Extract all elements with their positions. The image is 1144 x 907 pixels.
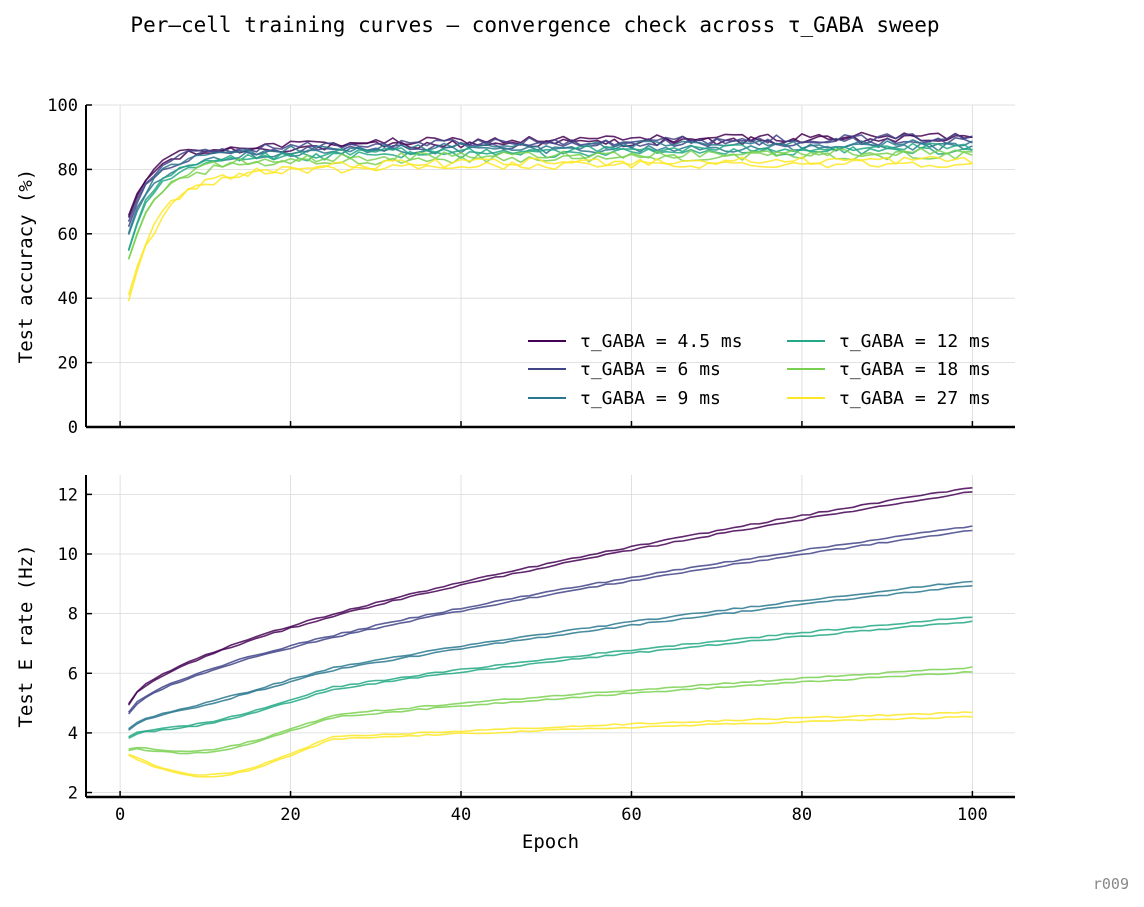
x-tick-label: 20	[280, 805, 300, 825]
series-line-3	[128, 585, 973, 731]
accuracy-panel: 0 20 40 60 80 100 Test accuracy (%) τ_GABA = 4.…	[15, 96, 1015, 438]
y-tick-label: 6	[68, 664, 78, 684]
series-line-6	[127, 155, 973, 296]
series-line-4	[128, 620, 973, 740]
y-tick-label: 20	[58, 354, 78, 374]
series-line-3	[127, 139, 973, 234]
series-line-1	[127, 491, 973, 706]
x-tick-label: 100	[957, 805, 988, 825]
legend: τ_GABA = 4.5 ms τ_GABA = 6 ms τ_GABA = 9 m…	[528, 331, 991, 409]
series-line-1	[127, 487, 973, 705]
series-line-2	[127, 529, 973, 715]
legend-label: τ_GABA = 9 ms	[580, 388, 721, 409]
y-tick-label: 2	[68, 784, 78, 804]
x-tick-label: 80	[792, 805, 812, 825]
series-line-5	[128, 666, 973, 753]
legend-label: τ_GABA = 4.5 ms	[580, 331, 743, 352]
y-tick-label: 10	[58, 545, 78, 565]
series-line-4	[128, 616, 973, 738]
legend-item-4: τ_GABA = 12 ms	[787, 331, 991, 352]
series-line-2	[127, 525, 973, 713]
series-line-6	[127, 159, 973, 302]
figure-title: Per–cell training curves — convergence c…	[130, 13, 939, 37]
y-tick-label: 4	[68, 724, 78, 744]
legend-item-2: τ_GABA = 6 ms	[528, 359, 721, 380]
y-tick-label: 100	[47, 96, 78, 116]
y-tick-label: 8	[68, 605, 78, 625]
y-tick-label: 60	[58, 225, 78, 245]
x-tick-label: 0	[115, 805, 125, 825]
x-tick-label: 40	[451, 805, 471, 825]
rate-panel: 0 20 40 60 80 100 2 4 6 8 10 12 Test E rate (Hz) Epoc…	[15, 475, 1015, 853]
series-line-6	[128, 715, 973, 778]
figure-tag: r009	[1093, 875, 1129, 893]
series-line-3	[128, 580, 973, 730]
legend-item-5: τ_GABA = 18 ms	[787, 359, 991, 380]
legend-label: τ_GABA = 18 ms	[839, 359, 991, 380]
series-line-5	[127, 147, 973, 260]
series-line-5	[128, 670, 973, 755]
legend-item-3: τ_GABA = 9 ms	[528, 388, 721, 409]
y-tick-label: 80	[58, 160, 78, 180]
series-line-4	[127, 142, 973, 251]
x-axis-label: Epoch	[522, 831, 579, 853]
x-tick-label: 60	[621, 805, 641, 825]
series-line-1	[127, 131, 973, 216]
y-axis-label: Test E rate (Hz)	[15, 544, 37, 727]
legend-item-6: τ_GABA = 27 ms	[787, 388, 991, 409]
series-line-6	[128, 711, 973, 776]
legend-label: τ_GABA = 6 ms	[580, 359, 721, 380]
legend-item-1: τ_GABA = 4.5 ms	[528, 331, 743, 352]
y-tick-label: 40	[58, 289, 78, 309]
legend-label: τ_GABA = 27 ms	[839, 388, 991, 409]
y-tick-label: 12	[58, 485, 78, 505]
legend-label: τ_GABA = 12 ms	[839, 331, 991, 352]
series-line-2	[127, 132, 973, 222]
y-tick-label: 0	[68, 418, 78, 438]
series-line-5	[127, 150, 973, 260]
y-axis-label: Test accuracy (%)	[15, 169, 37, 363]
